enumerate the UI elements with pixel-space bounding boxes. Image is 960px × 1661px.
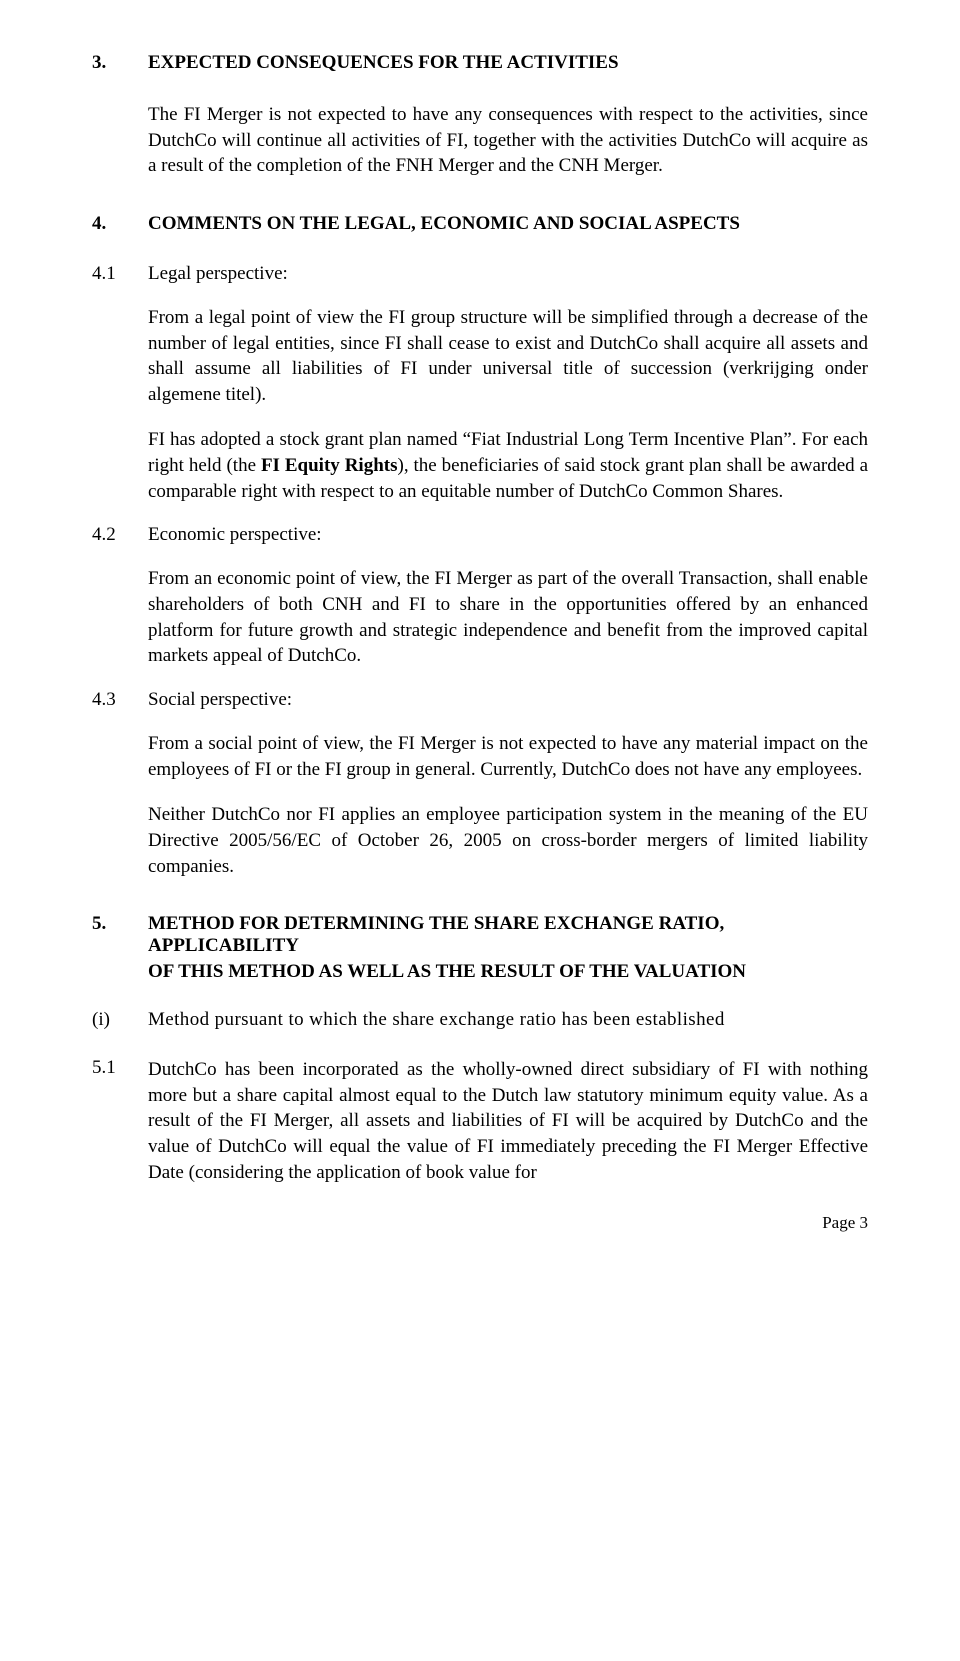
section-3-title: EXPECTED CONSEQUENCES FOR THE ACTIVITIES: [148, 52, 868, 74]
section-3-paragraph: The FI Merger is not expected to have an…: [148, 102, 868, 179]
section-3-number: 3.: [92, 52, 148, 74]
fi-equity-rights-term: FI Equity Rights: [261, 455, 398, 476]
document-page: 3. EXPECTED CONSEQUENCES FOR THE ACTIVIT…: [0, 0, 960, 1273]
section-4-3-para-1: From a social point of view, the FI Merg…: [148, 731, 868, 782]
section-3-heading: 3. EXPECTED CONSEQUENCES FOR THE ACTIVIT…: [92, 52, 868, 74]
section-4-number: 4.: [92, 213, 148, 235]
section-4-1-number: 4.1: [92, 263, 148, 285]
section-4-1-heading: 4.1 Legal perspective:: [92, 263, 868, 285]
section-5-heading: 5. METHOD FOR DETERMINING THE SHARE EXCH…: [92, 913, 868, 957]
section-4-heading: 4. COMMENTS ON THE LEGAL, ECONOMIC AND S…: [92, 213, 868, 235]
section-4-2-number: 4.2: [92, 524, 148, 546]
section-5-i-number: (i): [92, 1009, 148, 1031]
section-5-i: (i) Method pursuant to which the share e…: [92, 1009, 868, 1031]
section-4-3-heading: 4.3 Social perspective:: [92, 689, 868, 711]
section-5-title-line1: METHOD FOR DETERMINING THE SHARE EXCHANG…: [148, 913, 868, 957]
section-4-3-para-2: Neither DutchCo nor FI applies an employ…: [148, 802, 868, 879]
section-4-2-label: Economic perspective:: [148, 524, 868, 546]
section-5-title-line2: OF THIS METHOD AS WELL AS THE RESULT OF …: [148, 961, 868, 983]
section-5-i-label: Method pursuant to which the share excha…: [148, 1009, 868, 1031]
section-4-1-para-1: From a legal point of view the FI group …: [148, 305, 868, 408]
section-4-1-para-2: FI has adopted a stock grant plan named …: [148, 427, 868, 504]
section-4-title: COMMENTS ON THE LEGAL, ECONOMIC AND SOCI…: [148, 213, 868, 235]
section-5-1-para-1: DutchCo has been incorporated as the who…: [148, 1057, 868, 1185]
section-5-1: 5.1 DutchCo has been incorporated as the…: [92, 1057, 868, 1185]
section-4-2-heading: 4.2 Economic perspective:: [92, 524, 868, 546]
section-5-1-number: 5.1: [92, 1057, 148, 1079]
section-4-1-label: Legal perspective:: [148, 263, 868, 285]
section-4-3-number: 4.3: [92, 689, 148, 711]
section-4-2-para-1: From an economic point of view, the FI M…: [148, 566, 868, 669]
page-footer: Page 3: [92, 1213, 868, 1233]
section-5-number: 5.: [92, 913, 148, 935]
section-4-3-label: Social perspective:: [148, 689, 868, 711]
